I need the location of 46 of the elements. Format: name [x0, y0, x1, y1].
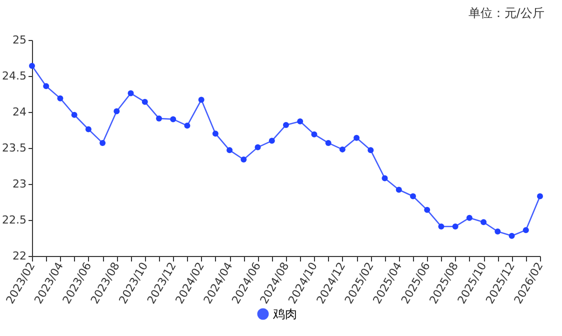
point	[226, 147, 233, 154]
point	[142, 98, 148, 105]
y-tick-label: 22.5	[2, 214, 26, 226]
point	[382, 175, 388, 182]
y-tick-label: 24	[12, 106, 26, 118]
point	[424, 206, 430, 213]
y-tick-label: 24.5	[2, 70, 26, 82]
point	[537, 193, 543, 200]
point	[100, 140, 106, 146]
point	[156, 115, 162, 122]
chart-title: 单位：元/公斤	[468, 6, 544, 20]
point	[452, 223, 458, 230]
point	[114, 108, 120, 114]
y-tick-label: 25	[12, 34, 26, 46]
y-tick-label: 22	[12, 250, 26, 262]
legend-label: 鸡肉	[272, 307, 297, 321]
point	[71, 112, 78, 118]
point	[283, 122, 289, 128]
point	[311, 131, 318, 138]
point	[438, 223, 444, 230]
point	[240, 156, 247, 163]
y-tick-label: 23.5	[2, 142, 26, 154]
point	[368, 147, 374, 154]
point	[212, 130, 218, 137]
point	[268, 138, 275, 144]
point	[339, 146, 346, 152]
point	[354, 134, 360, 141]
point	[508, 232, 515, 239]
point	[198, 96, 204, 103]
point	[480, 219, 487, 226]
point	[396, 186, 402, 193]
point	[29, 62, 35, 69]
point	[85, 126, 92, 132]
point	[254, 144, 261, 150]
point	[410, 193, 416, 200]
point	[325, 140, 332, 146]
point	[43, 83, 50, 90]
point	[494, 228, 501, 235]
point	[128, 90, 134, 96]
point	[184, 122, 190, 129]
point	[466, 214, 472, 221]
point	[297, 118, 304, 124]
point	[522, 227, 529, 234]
point	[170, 116, 176, 122]
y-tick-label: 23	[12, 178, 26, 190]
point	[57, 95, 64, 102]
